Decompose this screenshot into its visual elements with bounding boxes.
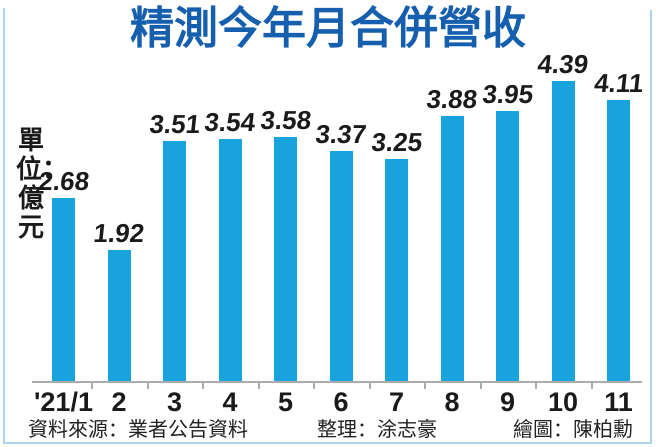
x-axis-label: 10 (547, 387, 579, 417)
frame-border-bottom (3, 442, 652, 444)
bar (107, 249, 131, 381)
bar (607, 100, 630, 381)
axis-tick (91, 381, 94, 389)
x-axis-label: 3 (166, 387, 183, 417)
axis-tick (535, 381, 538, 389)
bar (551, 81, 575, 381)
footer-editor: 整理：涂志豪 (317, 419, 437, 441)
axis-tick (257, 381, 260, 389)
bar (496, 111, 519, 381)
x-axis-label: 9 (499, 387, 516, 417)
axis-tick (146, 381, 149, 389)
bar-value-label: 3.25 (369, 127, 424, 158)
axis-tick (424, 381, 427, 389)
axis-tick (590, 381, 593, 389)
bar (329, 150, 353, 381)
bar (440, 116, 464, 381)
bar (385, 159, 408, 381)
x-axis-label: 11 (604, 387, 633, 417)
frame-border-left (3, 8, 5, 444)
bar-value-label: 4.11 (592, 68, 645, 99)
x-axis-line (32, 381, 642, 383)
x-axis-label: 8 (444, 387, 460, 417)
footer-illustrator: 繪圖：陳柏勳 (513, 419, 633, 441)
bar-value-label: 1.92 (92, 217, 146, 248)
x-axis-label: '21/1 (34, 387, 93, 417)
footer-source: 資料來源：業者公告資料 (28, 419, 248, 441)
axis-tick (202, 381, 205, 389)
chart-title: 精測今年月合併營收 (130, 4, 526, 53)
bar-value-label: 2.68 (36, 165, 91, 196)
x-axis-label: 4 (222, 387, 238, 417)
bar (274, 136, 297, 381)
bar (52, 197, 75, 381)
bar (218, 139, 242, 381)
axis-tick (479, 381, 482, 389)
axis-tick (313, 381, 316, 389)
axis-tick (368, 381, 371, 389)
x-axis-label: 2 (111, 387, 127, 417)
x-axis-label: 6 (333, 387, 349, 417)
frame-border-right (650, 10, 652, 444)
x-axis-label: 5 (277, 387, 294, 417)
bar (163, 141, 186, 381)
bar-value-label: 3.95 (480, 79, 535, 110)
x-axis-label: 7 (388, 387, 405, 417)
